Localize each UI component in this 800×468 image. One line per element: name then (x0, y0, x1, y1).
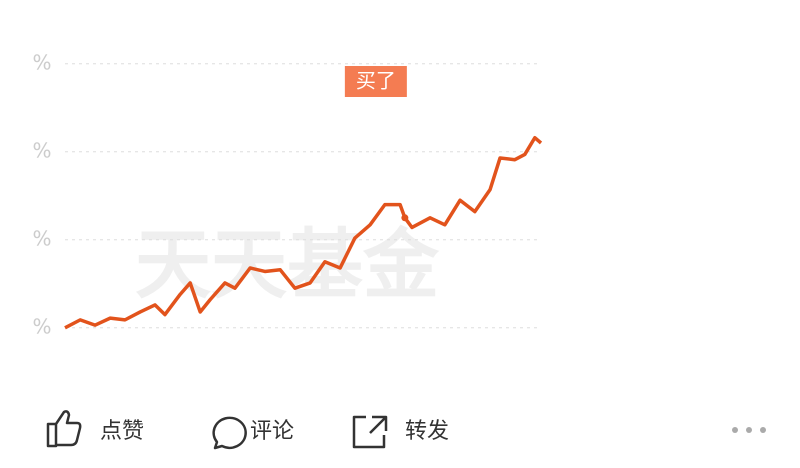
y-tick-label: % (32, 50, 51, 74)
y-tick-label: % (32, 226, 51, 250)
like-button[interactable]: 点赞 (46, 410, 144, 448)
more-dot (746, 427, 752, 433)
share-button[interactable]: 转发 (352, 415, 449, 449)
like-label: 点赞 (100, 419, 144, 444)
share-label: 转发 (405, 419, 449, 444)
share-icon (352, 415, 388, 449)
price-line (64, 135, 543, 330)
comment-icon (212, 416, 247, 450)
buy-marker-label: 买了 (356, 69, 396, 93)
comment-button[interactable]: 评论 (212, 416, 294, 450)
like-icon (46, 410, 82, 448)
more-dot (760, 427, 766, 433)
comment-label: 评论 (250, 419, 294, 444)
buy-marker-dot (401, 214, 409, 222)
buy-marker-box (344, 66, 407, 97)
watermark: 天天基金 (135, 220, 440, 309)
more-button[interactable] (732, 427, 766, 433)
more-dot (732, 427, 738, 433)
y-tick-label: % (32, 314, 51, 338)
y-tick-label: % (32, 138, 51, 162)
